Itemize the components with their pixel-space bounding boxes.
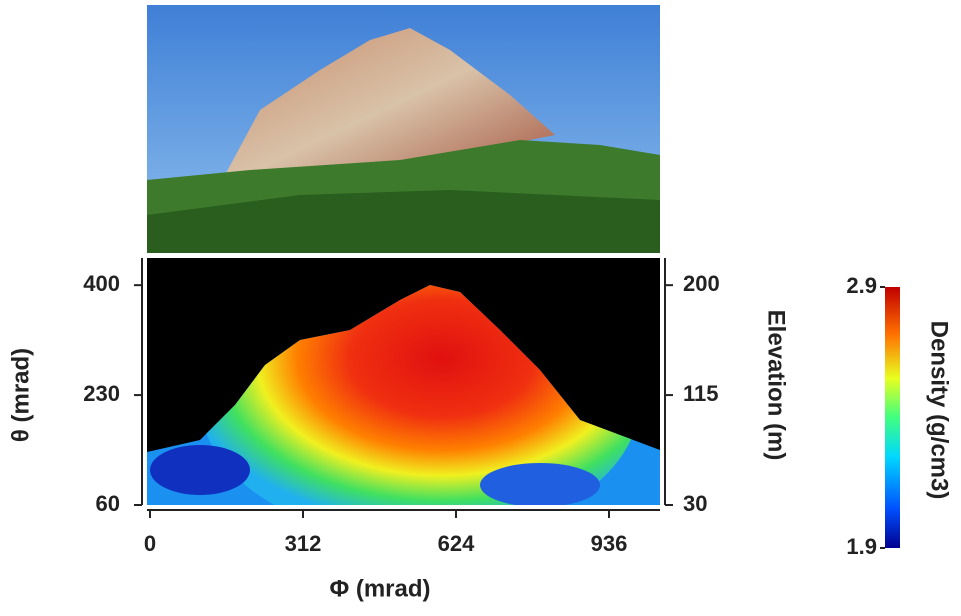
x-axis-label: Φ (mrad) xyxy=(329,575,430,602)
y2-tick-label: 115 xyxy=(683,381,719,406)
y2-tick-label: 30 xyxy=(683,491,707,516)
y-axis-label: θ (mrad) xyxy=(7,348,34,442)
photo xyxy=(147,5,660,253)
colorbar xyxy=(885,287,900,548)
x-tick-label: 0 xyxy=(144,531,156,556)
x-tick-label: 936 xyxy=(591,531,628,556)
y-tick-label: 230 xyxy=(83,381,120,406)
density-map xyxy=(147,258,660,505)
y-tick-label: 400 xyxy=(83,271,120,296)
x-tick-label: 312 xyxy=(285,531,322,556)
colorbar-tick-label: 2.9 xyxy=(846,273,877,298)
colorbar-tick-label: 1.9 xyxy=(846,534,877,559)
y2-tick-label: 200 xyxy=(683,271,720,296)
colorbar-label: Density (g/cm3) xyxy=(926,321,953,500)
y2-axis-label: Elevation (m) xyxy=(763,310,790,461)
y-tick-label: 60 xyxy=(96,491,120,516)
x-tick-label: 624 xyxy=(438,531,475,556)
